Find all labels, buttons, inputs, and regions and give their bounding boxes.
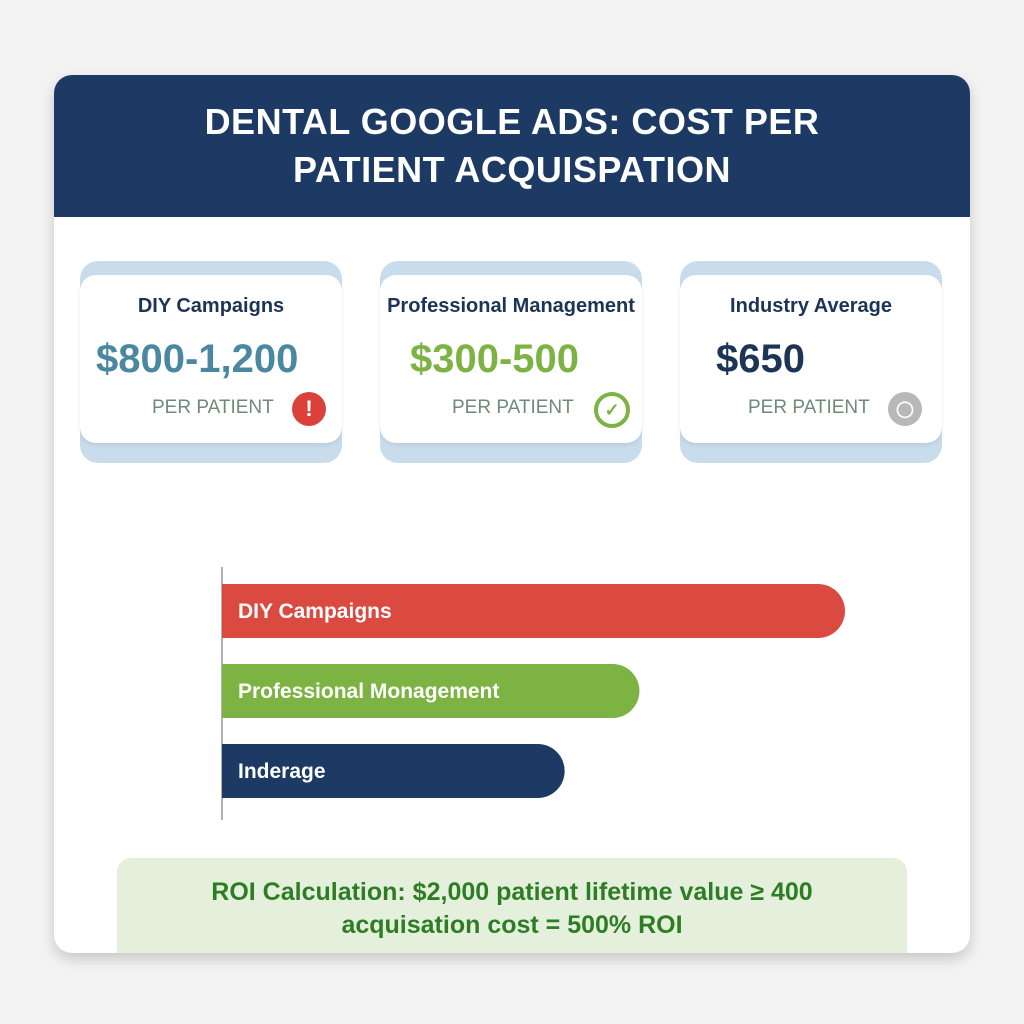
roi-callout: ROI Calculation: $2,000 patient lifetime… xyxy=(117,858,907,953)
card-professional: Professional Management $300-500 PER PAT… xyxy=(380,261,642,463)
card-title: Professional Management xyxy=(387,295,635,317)
bar-1 xyxy=(222,664,640,718)
infographic-panel: DENTAL GOOGLE ADS: COST PER PATIENT ACQU… xyxy=(54,75,970,953)
bar-0 xyxy=(222,584,845,638)
card-industry-average: Industry Average $650 PER PATIENT ◯ xyxy=(680,261,942,463)
card-value: $650 xyxy=(716,337,805,381)
check-circle-icon: ✓ xyxy=(594,392,630,428)
roi-text: ROI Calculation: $2,000 patient lifetime… xyxy=(211,878,813,939)
bar-label: DIY Campaigns xyxy=(238,600,392,623)
bar-label: Professional Monagement xyxy=(238,680,499,703)
chat-bubble-icon: ◯ xyxy=(888,392,922,426)
page-title: DENTAL GOOGLE ADS: COST PER PATIENT ACQU… xyxy=(204,101,820,190)
card-value: $300-500 xyxy=(410,337,580,381)
card-unit: PER PATIENT xyxy=(152,397,274,418)
card-title: Industry Average xyxy=(730,295,892,317)
card-diy: DIY Campaigns $800-1,200 PER PATIENT ! xyxy=(80,261,342,463)
bar-chart: DIY Campaigns Professional Monagement Inde… xyxy=(221,567,845,820)
card-unit: PER PATIENT xyxy=(452,397,574,418)
bar-label: Inderage xyxy=(238,760,326,783)
card-value: $800-1,200 xyxy=(96,337,299,381)
card-title: DIY Campaigns xyxy=(137,295,285,317)
exclamation-icon: ! xyxy=(292,392,326,426)
header: DENTAL GOOGLE ADS: COST PER PATIENT ACQU… xyxy=(54,75,970,217)
bar-2 xyxy=(222,744,565,798)
card-unit: PER PATIENT xyxy=(748,397,870,418)
